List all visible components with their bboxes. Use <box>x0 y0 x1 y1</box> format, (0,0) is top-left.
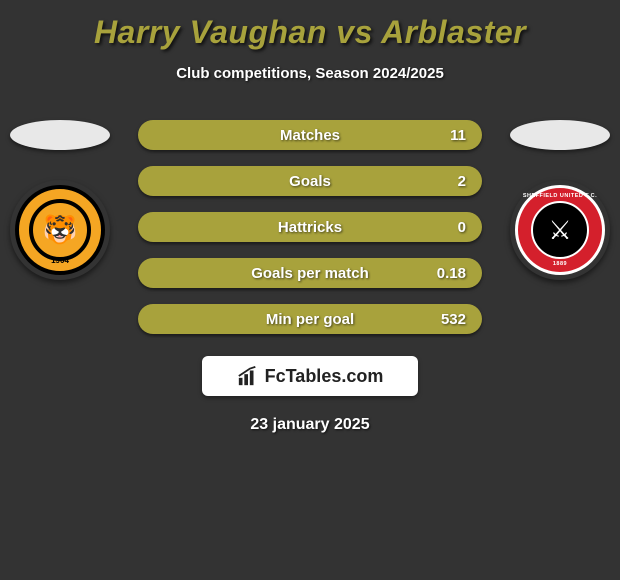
chart-icon <box>237 365 259 387</box>
stat-label: Goals per match <box>251 265 369 282</box>
stat-bar-matches: Matches 11 <box>138 120 482 150</box>
club-badge-sheffield: SHEFFIELD UNITED F.C. 1889 ⚔ <box>510 180 610 280</box>
stat-label: Goals <box>289 173 331 190</box>
swords-icon: ⚔ <box>548 217 571 243</box>
stat-value: 0.18 <box>437 265 466 282</box>
sheffield-united-crest: SHEFFIELD UNITED F.C. 1889 ⚔ <box>515 185 605 275</box>
stat-value: 0 <box>458 219 466 236</box>
club-badge-hull: 🐯 1904 <box>10 180 110 280</box>
stat-bar-min-per-goal: Min per goal 532 <box>138 304 482 334</box>
stat-value: 532 <box>441 311 466 328</box>
stats-column: Matches 11 Goals 2 Hattricks 0 Goals per… <box>138 120 482 334</box>
brand-name: FcTables.com <box>265 366 384 387</box>
tiger-icon: 🐯 <box>43 216 78 244</box>
player-avatar-left <box>10 120 110 150</box>
content-area: 🐯 1904 SHEFFIELD UNITED F.C. 1889 ⚔ Matc… <box>0 120 620 334</box>
page-title: Harry Vaughan vs Arblaster <box>0 0 620 51</box>
date-text: 23 january 2025 <box>0 416 620 434</box>
stat-value: 2 <box>458 173 466 190</box>
stat-bar-goals: Goals 2 <box>138 166 482 196</box>
stat-label: Matches <box>280 127 340 144</box>
hull-year: 1904 <box>51 256 69 265</box>
brand-box: FcTables.com <box>202 356 418 396</box>
stat-label: Hattricks <box>278 219 342 236</box>
stat-value: 11 <box>450 127 466 144</box>
left-player-column: 🐯 1904 <box>0 120 120 280</box>
hull-city-crest: 🐯 1904 <box>15 185 105 275</box>
sheff-text-top: SHEFFIELD UNITED F.C. <box>523 193 597 199</box>
stat-bar-goals-per-match: Goals per match 0.18 <box>138 258 482 288</box>
right-player-column: SHEFFIELD UNITED F.C. 1889 ⚔ <box>500 120 620 280</box>
stat-bar-hattricks: Hattricks 0 <box>138 212 482 242</box>
player-avatar-right <box>510 120 610 150</box>
sheff-year: 1889 <box>553 261 567 267</box>
stat-label: Min per goal <box>266 311 354 328</box>
subtitle: Club competitions, Season 2024/2025 <box>0 65 620 82</box>
